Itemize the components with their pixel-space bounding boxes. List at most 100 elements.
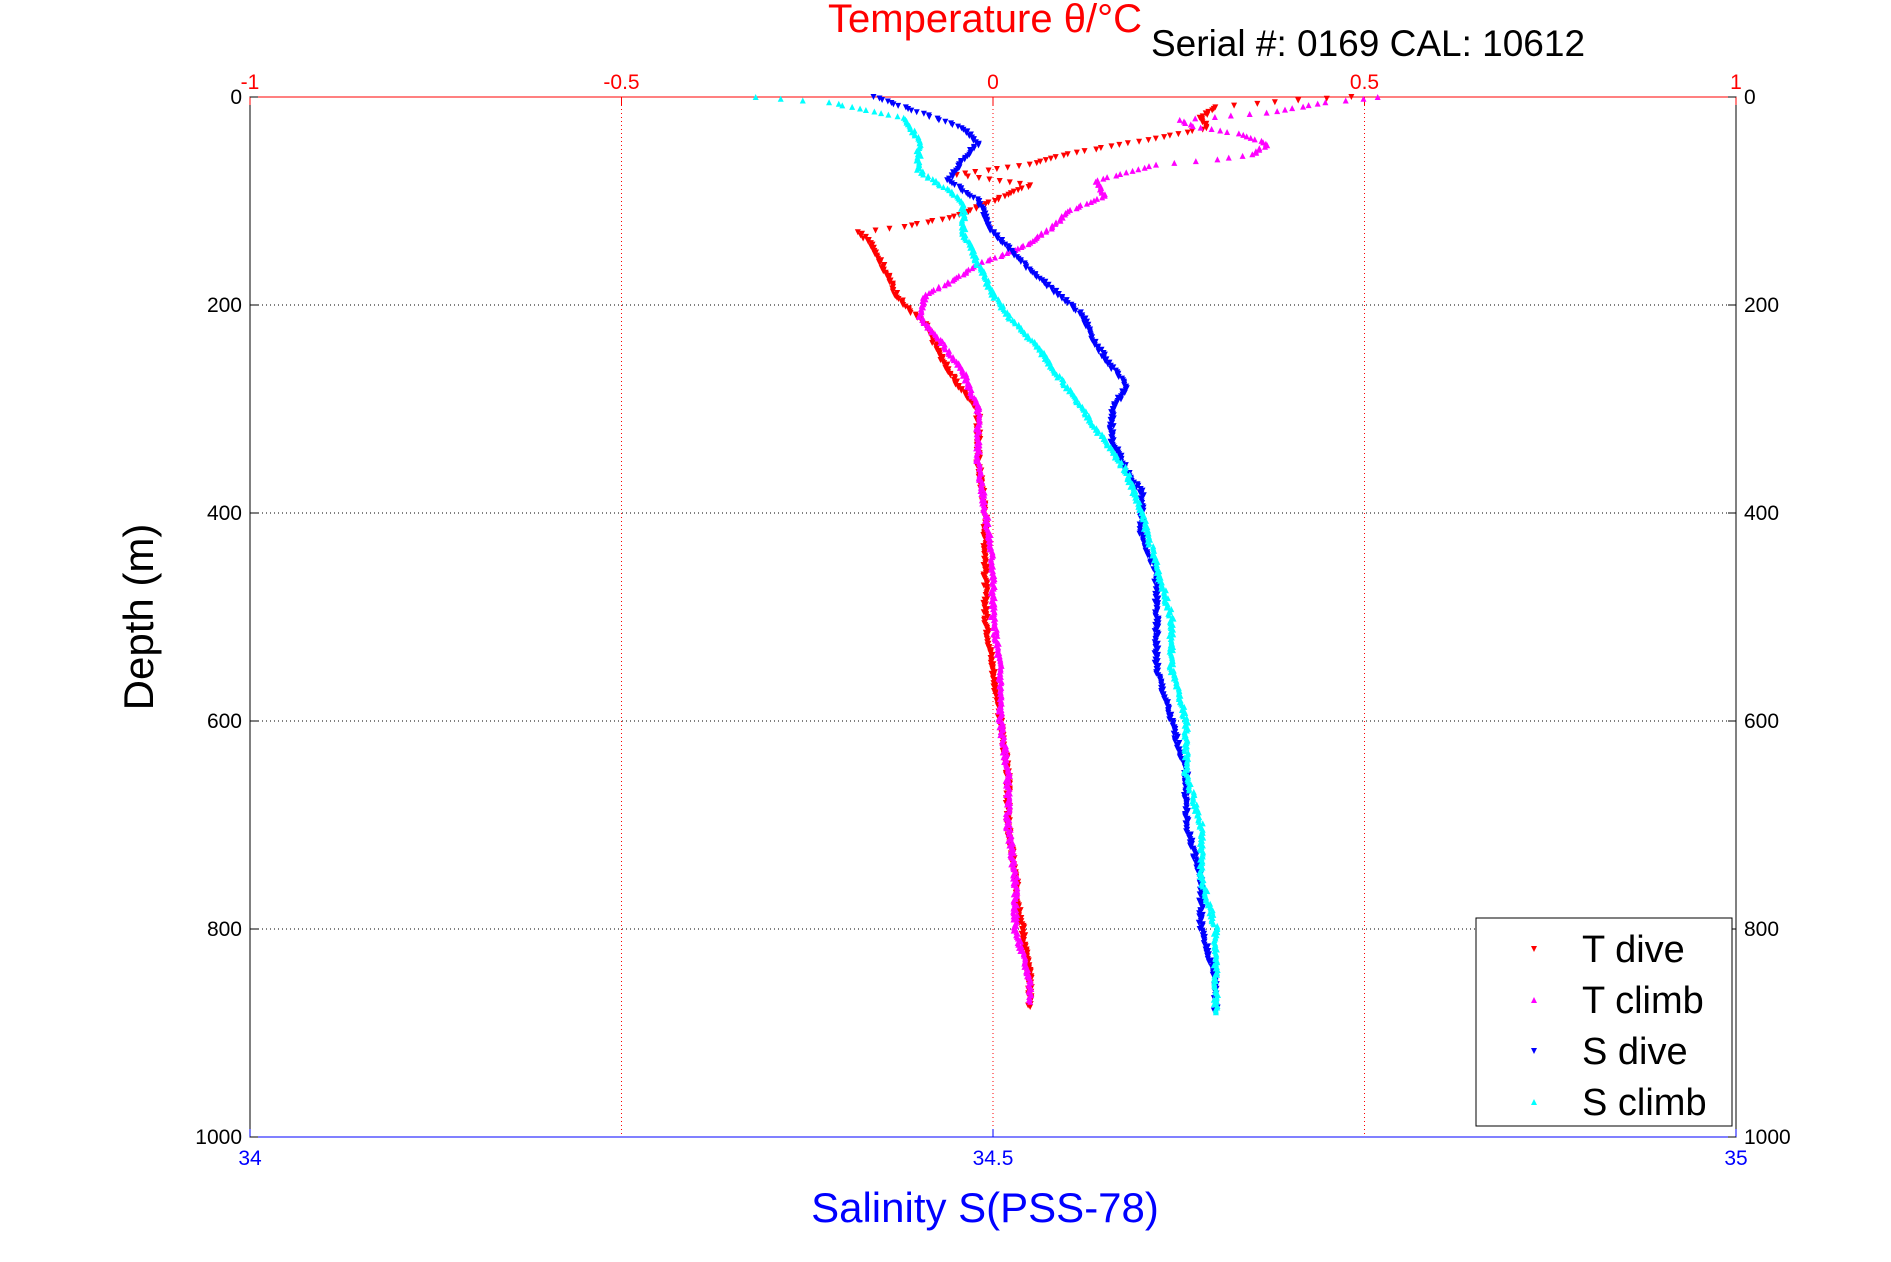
depth-tick-label-left: 200 [207,294,242,317]
data-point [986,176,993,183]
data-point [1004,164,1011,171]
data-point [1227,112,1234,119]
series-t-climb [915,94,1381,1005]
data-point [1014,911,1021,918]
data-point [1015,187,1022,194]
data-point [1166,612,1173,619]
data-point [1191,807,1198,814]
data-point [1211,113,1218,120]
data-point [1013,914,1020,921]
data-point [854,229,861,236]
data-point [777,95,784,102]
data-point [1217,127,1224,134]
data-point [1014,889,1021,896]
data-point [871,108,878,115]
data-point [913,221,920,228]
data-point [1108,413,1115,420]
data-point [857,232,864,239]
data-point [1263,109,1270,116]
data-point [865,238,872,245]
data-point [945,369,952,376]
data-point [862,107,869,113]
data-point [1081,148,1088,155]
data-point [1300,103,1307,110]
data-point [1082,323,1089,330]
data-point [951,182,958,188]
data-point [980,562,987,568]
data-point [987,532,994,539]
data-point [946,215,953,222]
data-point [949,277,956,284]
data-point [962,392,969,399]
data-point [1204,111,1211,118]
data-point [913,109,920,116]
data-point [1005,191,1012,198]
data-point [1192,158,1199,165]
data-point [900,302,907,308]
data-point [1190,799,1197,806]
data-point [1001,193,1008,200]
data-point [1155,620,1162,627]
data-point [1190,855,1197,862]
data-point [995,708,1002,715]
data-point [966,133,973,139]
data-point [1005,315,1012,322]
data-point [860,235,867,242]
data-point [1136,530,1143,537]
data-point [1005,837,1012,844]
data-point [940,183,947,190]
data-point [872,227,879,234]
data-point [1076,310,1083,317]
data-point [978,258,985,265]
data-point [1081,320,1088,327]
data-point [1140,525,1147,532]
top-tick-label: -0.5 [603,71,639,94]
data-point [982,566,989,573]
data-point [937,357,944,364]
data-point [1095,348,1102,355]
data-point [1247,134,1254,141]
data-point [1099,194,1106,201]
data-point [1181,747,1188,754]
data-point [1090,197,1097,204]
data-point [1209,971,1216,978]
data-point [982,569,989,576]
data-point [895,102,902,109]
data-point [975,142,982,149]
data-point [926,114,933,120]
data-point [942,364,949,371]
data-point [1104,174,1111,181]
data-point [1170,667,1177,674]
legend-label: S climb [1582,1082,1707,1124]
data-point [1114,394,1121,401]
data-point [1033,160,1040,167]
top-axis-title: Temperature θ/°C [828,0,1142,41]
data-point [1016,180,1023,187]
data-point [985,521,992,528]
data-point [1006,179,1013,186]
data-point [965,208,972,215]
data-point [1018,185,1025,192]
data-point [987,288,994,295]
depth-tick-label-left: 800 [207,918,242,941]
data-point [1196,926,1203,932]
data-point [1039,277,1046,284]
legend-item: T dive [1531,929,1685,971]
data-point [1102,358,1109,364]
data-point [1010,910,1017,917]
data-point [1108,143,1115,150]
data-point [1060,152,1067,159]
data-point [1007,799,1014,806]
data-point [1002,310,1009,317]
data-point [970,194,977,201]
data-point [1152,656,1159,663]
data-point [985,167,992,174]
data-point [1018,930,1025,937]
depth-tick-label-right: 200 [1744,294,1779,317]
data-point [1116,451,1123,458]
data-point [990,680,997,687]
data-point [959,372,966,379]
data-point [960,271,967,278]
data-point [1243,133,1250,140]
data-point [958,205,965,212]
